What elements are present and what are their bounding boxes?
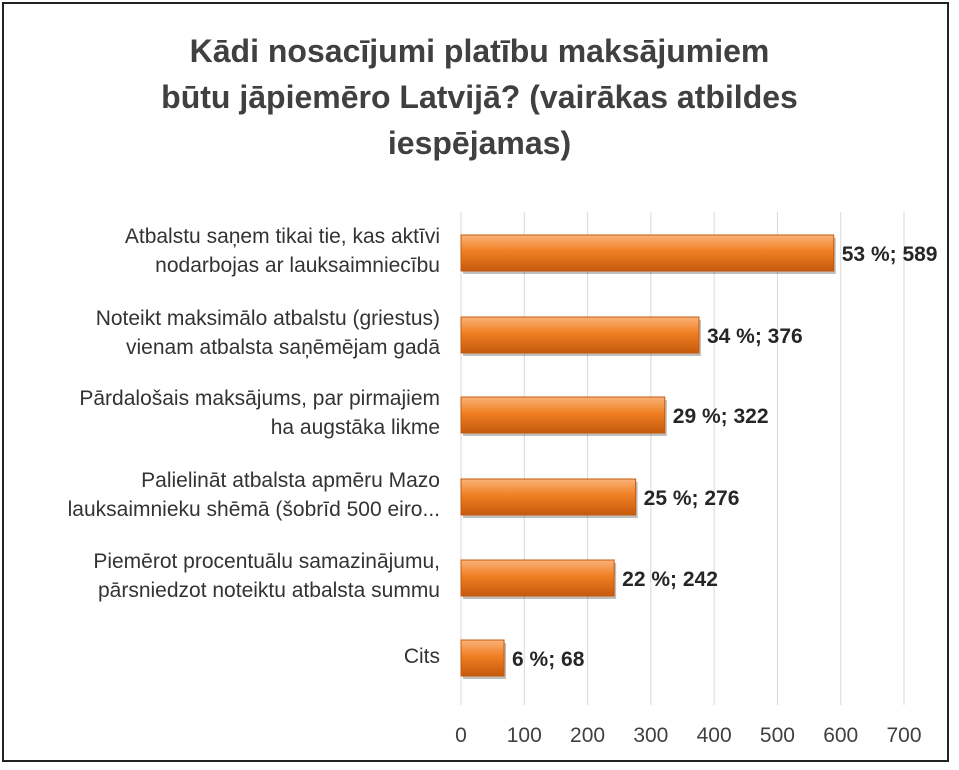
x-tick-label: 600 [823,724,858,747]
x-tick-label: 400 [697,724,732,747]
data-label: 53 %; 589 [842,243,938,266]
bar [460,639,505,677]
category-label-line: nodarbojas ar lauksaimniecību [155,254,440,277]
x-tick-label: 100 [507,724,542,747]
data-label: 25 %; 276 [644,487,740,510]
category-label-line: Piemērot procentuālu samazinājumu, [93,550,440,573]
category-label: Pārdalošais maksājums, par pirmajiem ha a… [8,384,440,442]
category-label: Palielināt atbalsta apmēru Mazo lauksaimn… [8,466,440,524]
data-label: 6 %; 68 [512,648,585,671]
category-label-line: lauksaimnieku shēmā (šobrīd 500 eiro... [67,498,440,521]
category-label-line: ha augstāka likme [270,416,440,439]
x-tick-label: 300 [633,724,668,747]
category-label-line: Atbalstu saņem tikai tie, kas aktīvi [124,225,440,248]
x-tick-label: 200 [570,724,605,747]
chart-title-line: Kādi nosacījumi platību maksājumiem [189,33,770,69]
data-label: 34 %; 376 [707,325,803,348]
x-tick-label: 500 [760,724,795,747]
chart-title: Kādi nosacījumi platību maksājumiem būtu… [0,28,959,166]
category-label-line: Pārdalošais maksājums, par pirmajiem [79,387,440,410]
category-label-line: vienam atbalsta saņēmējam gadā [125,336,440,359]
category-label-line: Cits [403,644,440,668]
bar [460,234,835,272]
category-label-line: Palielināt atbalsta apmēru Mazo [141,469,440,492]
x-tick-label: 0 [455,724,467,747]
bar [460,316,700,354]
bar [460,478,637,516]
category-label: Noteikt maksimālo atbalstu (griestus) vie… [8,304,440,362]
x-tick-label: 700 [886,724,921,747]
chart-title-line: iespējamas) [387,125,572,161]
bar [460,559,615,597]
category-label-line: pārsniedzot noteiktu atbalsta summu [97,579,440,602]
category-label-line: Noteikt maksimālo atbalstu (griestus) [95,307,440,330]
category-label: Atbalstu saņem tikai tie, kas aktīvi noda… [8,222,440,280]
data-label: 22 %; 242 [622,568,718,591]
chart-frame [2,2,949,762]
data-label: 29 %; 322 [673,405,769,428]
category-label: Cits [8,642,440,671]
chart-title-line: būtu jāpiemēro Latvijā? (vairākas atbild… [161,79,798,115]
bar [460,396,666,434]
category-label: Piemērot procentuālu samazinājumu, pārsni… [8,547,440,605]
